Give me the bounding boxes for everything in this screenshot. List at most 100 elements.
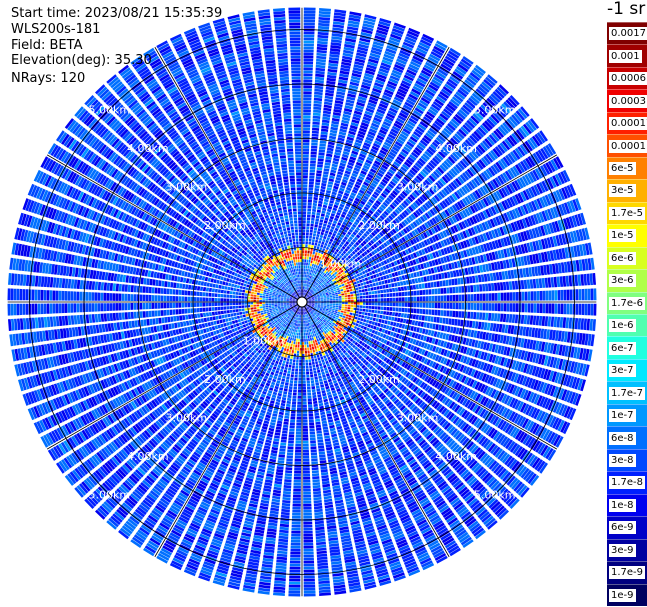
range-gate-cell — [531, 135, 541, 147]
range-gate-cell — [341, 304, 345, 307]
range-gate-cell — [358, 156, 365, 161]
range-gate-cell — [327, 261, 331, 265]
range-gate-cell — [494, 240, 500, 249]
range-gate-cell — [304, 262, 306, 266]
range-gate-cell — [565, 275, 570, 287]
range-gate-cell — [592, 273, 596, 285]
range-gate-cell — [532, 241, 537, 252]
range-gate-cell — [460, 106, 470, 116]
range-gate-cell — [422, 67, 433, 75]
range-gate-cell — [345, 167, 352, 172]
range-gate-cell — [468, 248, 474, 256]
range-gate-cell — [309, 263, 312, 267]
range-gate-cell — [339, 73, 349, 78]
range-gate-cell — [310, 160, 316, 164]
range-gate-cell — [529, 241, 535, 252]
range-gate-cell — [561, 187, 568, 199]
range-gate-cell — [332, 207, 338, 212]
range-gate-cell — [530, 215, 536, 226]
range-gate-cell — [329, 295, 333, 298]
range-gate-cell — [344, 295, 348, 298]
range-gate-cell — [309, 289, 312, 292]
range-gate-cell — [355, 226, 361, 231]
range-gate-cell — [473, 312, 477, 320]
range-gate-cell — [347, 292, 351, 295]
range-gate-cell — [376, 29, 388, 36]
range-gate-cell — [361, 208, 368, 214]
range-gate-cell — [356, 320, 360, 324]
range-gate-cell — [347, 238, 352, 243]
range-gate-cell — [543, 224, 549, 236]
range-gate-cell — [428, 309, 432, 315]
range-gate-cell — [330, 245, 334, 249]
range-gate-cell — [359, 127, 367, 133]
range-gate-cell — [313, 277, 316, 281]
range-gate-cell — [345, 35, 357, 40]
range-gate-cell — [529, 279, 534, 289]
range-gate-cell — [543, 238, 549, 249]
range-gate-cell — [310, 226, 314, 230]
range-gate-cell — [407, 254, 412, 261]
range-gate-cell — [430, 186, 437, 193]
range-gate-cell — [302, 256, 305, 259]
range-gate-cell — [458, 222, 464, 230]
range-gate-cell — [508, 281, 513, 290]
range-gate-cell — [482, 233, 488, 242]
range-gate-cell — [433, 316, 437, 323]
range-gate-cell — [431, 141, 440, 149]
range-gate-cell — [392, 210, 398, 217]
range-gate-cell — [436, 96, 446, 104]
range-gate-cell — [328, 283, 332, 287]
range-gate-cell — [425, 302, 429, 308]
range-gate-cell — [449, 154, 458, 162]
range-gate-cell — [302, 163, 309, 167]
range-gate-cell — [314, 224, 318, 228]
range-gate-cell — [395, 297, 399, 302]
range-gate-cell — [347, 283, 352, 287]
range-gate-cell — [336, 269, 340, 273]
range-gate-cell — [373, 202, 380, 208]
range-gate-cell — [307, 284, 310, 288]
range-gate-cell — [357, 224, 363, 229]
range-gate-cell — [458, 145, 467, 154]
range-gate-cell — [455, 294, 459, 302]
range-gate-cell — [326, 296, 330, 298]
range-gate-cell — [453, 191, 461, 200]
range-gate-cell — [395, 265, 400, 271]
range-gate-cell — [459, 61, 471, 70]
range-gate-cell — [503, 303, 507, 312]
range-gate-cell — [412, 237, 418, 244]
range-gate-cell — [320, 298, 324, 300]
range-gate-cell — [306, 274, 308, 278]
range-gate-cell — [322, 285, 326, 289]
range-gate-cell — [464, 79, 475, 89]
range-gate-cell — [456, 212, 463, 221]
range-gate-cell — [307, 211, 311, 215]
range-gate-cell — [497, 250, 502, 259]
range-gate-cell — [330, 235, 335, 240]
range-gate-cell — [349, 273, 354, 277]
range-gate-cell — [366, 284, 371, 288]
range-gate-cell — [520, 314, 525, 324]
range-gate-cell — [393, 322, 397, 327]
range-gate-cell — [397, 312, 402, 317]
range-gate-cell — [335, 305, 339, 308]
range-gate-cell — [535, 278, 540, 289]
range-gate-cell — [424, 212, 431, 219]
range-gate-cell — [336, 253, 340, 257]
range-gate-cell — [437, 302, 441, 309]
range-gate-cell — [492, 148, 501, 158]
range-gate-cell — [308, 181, 314, 185]
range-gate-cell — [453, 225, 459, 233]
range-gate-cell — [316, 49, 327, 54]
range-gate-cell — [333, 185, 339, 190]
range-gate-cell — [488, 303, 492, 311]
range-gate-cell — [435, 324, 439, 330]
range-gate-cell — [396, 206, 403, 213]
range-gate-cell — [371, 204, 378, 210]
range-gate-cell — [313, 280, 316, 284]
range-gate-cell — [424, 202, 431, 209]
range-gate-cell — [410, 61, 421, 68]
range-gate-cell — [429, 81, 440, 90]
range-gate-cell — [536, 183, 543, 194]
